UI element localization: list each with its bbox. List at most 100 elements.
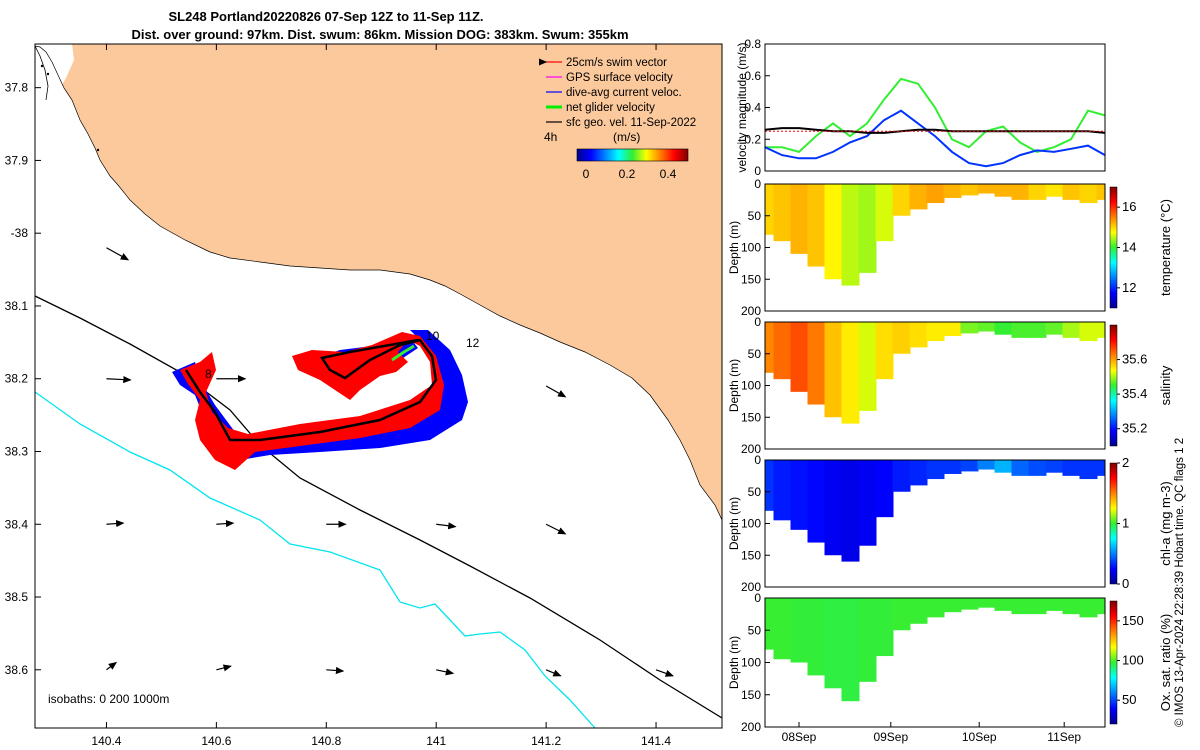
day-label: 12 — [466, 336, 480, 350]
colorbar-tick-label: 2 — [1122, 455, 1129, 470]
panel-frame — [764, 321, 1106, 450]
heatmap-cell — [977, 460, 996, 470]
heatmap-cell — [807, 184, 826, 267]
heatmap-cell — [841, 322, 860, 424]
heatmap-cell — [1028, 598, 1047, 615]
heatmap-cell — [926, 184, 945, 204]
heatmap-cell — [1011, 184, 1030, 200]
map-panel: 8 10 12 140.4 140.6 140.8 141 141.2 141.4 37.… — [5, 43, 723, 748]
current-vector-arrow — [216, 519, 235, 528]
colorbar-label: salinity — [1158, 365, 1173, 405]
heatmap-cell — [977, 598, 996, 608]
y-tick-label: 0 — [754, 164, 761, 178]
speed-colorbar-label: (m/s) — [613, 130, 640, 144]
x-tick-label: 08Sep — [782, 730, 817, 744]
depth-ylabel: Depth (m) — [727, 221, 741, 274]
title-line-1: SL248 Portland20220826 07-Sep 12Z to 11-… — [168, 9, 483, 24]
side-caption: © IMOS 13-Apr-2024 22:28:39 Hobart time.… — [1174, 438, 1186, 727]
island — [40, 64, 44, 68]
land-area — [35, 44, 722, 520]
heatmap-cell — [977, 322, 996, 332]
island — [96, 148, 100, 152]
heatmap-cell — [943, 184, 962, 198]
depth-ylabel: Depth (m) — [727, 497, 741, 550]
heatmap-cell — [977, 184, 996, 194]
heatmap-cell — [994, 322, 1013, 335]
y-tick-label: 200 — [741, 580, 761, 594]
colorbar-tick-label: 12 — [1122, 280, 1136, 295]
current-vector-arrow — [436, 668, 455, 676]
heatmap-cell — [807, 322, 826, 405]
y-tick-label: 100 — [741, 379, 761, 393]
current-vector-arrow — [106, 375, 132, 384]
y-tick-label: 0 — [754, 453, 761, 467]
colorbar-tick-label: 50 — [1122, 692, 1136, 707]
legend-gps-surface: GPS surface velocity — [546, 72, 673, 84]
current-vector-arrow — [545, 523, 567, 535]
x-tick-label: 11Sep — [1047, 730, 1081, 744]
speed-colorbar-tick: 0.4 — [660, 167, 677, 181]
map-y-tick-label: 38.3 — [5, 444, 29, 458]
depth-ylabel: Depth (m) — [727, 636, 741, 689]
heatmap-cell — [892, 322, 911, 354]
heatmap-cell — [1062, 598, 1081, 615]
current-vector-arrow — [106, 661, 118, 671]
heatmap-cell — [858, 460, 877, 546]
colorbar — [1109, 462, 1118, 585]
colorbar — [1109, 600, 1118, 725]
current-vector-arrow — [655, 669, 674, 677]
map-y-tick-label: 37.8 — [5, 81, 29, 95]
heatmap-cell — [909, 460, 928, 486]
heatmap-cell — [824, 322, 843, 418]
heatmap-cell — [994, 598, 1013, 611]
y-tick-label: 0.4 — [744, 101, 761, 115]
heatmap-cell — [1028, 460, 1047, 476]
y-tick-label: 50 — [748, 209, 762, 223]
map-x-tick-label: 140.6 — [201, 734, 231, 748]
heatmap-cell — [1011, 460, 1030, 476]
current-vector-arrow — [545, 385, 567, 398]
net-glider-velocity-line — [184, 338, 438, 442]
heatmap-cell — [1079, 184, 1098, 204]
heatmap-cell — [892, 598, 911, 631]
colorbar-tick-label: 150 — [1122, 613, 1144, 628]
y-tick-label: 150 — [741, 548, 761, 562]
heatmap-cell — [875, 460, 894, 518]
current-vectors — [106, 247, 674, 677]
heatmap-cell — [1096, 322, 1105, 338]
map-x-tick-label: 141.4 — [641, 734, 671, 748]
bay-coastline — [35, 45, 49, 101]
map-legend: 25cm/s swim vector GPS surface velocity … — [538, 57, 696, 181]
panel-frame — [764, 597, 1106, 728]
velocity-ylabel: velocity magnitude (m/s) — [735, 42, 749, 172]
title-line-2: Dist. over ground: 97km. Dist. swum: 86k… — [131, 27, 628, 42]
heatmap-cell — [875, 598, 894, 657]
colorbar-tick-label: 35.4 — [1122, 386, 1147, 401]
heatmap-cell — [1045, 598, 1064, 611]
colorbar — [1109, 324, 1118, 447]
heatmap-cell — [841, 460, 860, 562]
x-tick-label: 10Sep — [962, 730, 997, 744]
y-tick-label: 0.2 — [744, 132, 761, 146]
map-y-tick-label: 38.5 — [5, 590, 29, 604]
map-x-tick-label: 141 — [426, 734, 446, 748]
map-y-ticks: 37.8 37.9 -38 38.1 38.2 38.3 38.4 38.5 38.6 — [5, 81, 41, 677]
heatmap-cell — [1096, 184, 1105, 200]
legend-label: sfc geo. vel. 11-Sep-2022 — [566, 117, 696, 129]
heatmap-cell — [943, 322, 962, 336]
speed-colorbar-tick: 0 — [583, 167, 590, 181]
y-tick-label: 100 — [741, 656, 761, 670]
heatmap-cell — [841, 184, 860, 286]
heatmap-cell — [909, 184, 928, 210]
heatmap-cell — [1079, 322, 1098, 342]
heatmap-cell — [858, 322, 877, 411]
colorbar — [1109, 186, 1118, 309]
heatmap-cell — [960, 598, 979, 610]
heatmap-cell — [875, 322, 894, 380]
heatmap-cell — [807, 460, 826, 543]
legend-label: GPS surface velocity — [566, 72, 673, 84]
heatmap-cell — [1011, 322, 1030, 338]
day-label: 8 — [205, 367, 212, 381]
